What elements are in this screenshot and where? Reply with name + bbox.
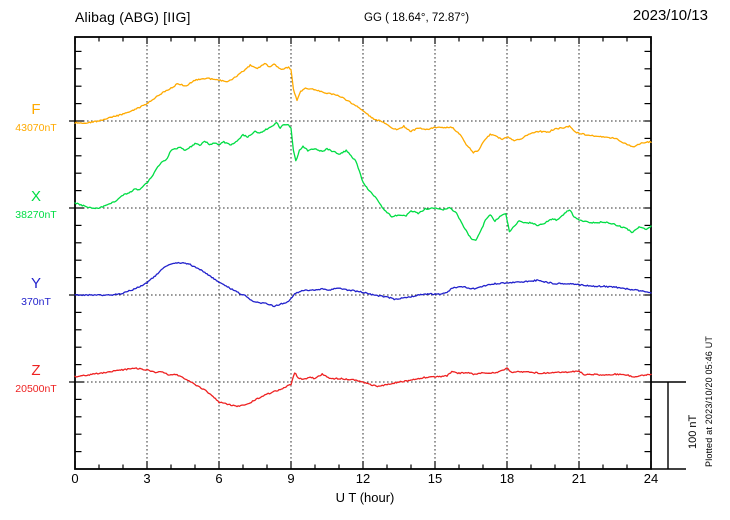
- plotted-at-note: Plotted at 2023/10/20 05:46 UT: [704, 335, 714, 467]
- x-tick-label-24: 24: [643, 471, 659, 486]
- channel-label-X: X 38270nT: [2, 189, 70, 221]
- station-title: Alibag (ABG) [IIG]: [75, 9, 191, 25]
- channel-label-F: F 43070nT: [2, 102, 70, 134]
- trace-Y: [74, 261, 652, 308]
- channel-symbol-F: F: [31, 101, 41, 118]
- x-tick-label-21: 21: [571, 471, 587, 486]
- geographic-coordinates: GG ( 18.64°, 72.87°): [364, 12, 470, 24]
- x-tick-label-18: 18: [499, 471, 515, 486]
- channel-baseline-X: 38270nT: [15, 209, 57, 221]
- plot-date: 2023/10/13: [632, 7, 708, 24]
- channel-symbol-Z: Z: [31, 362, 41, 379]
- x-tick-label-6: 6: [215, 471, 223, 486]
- x-axis-tick-labels: 0 3 6 9 12 15 18 21 24: [0, 471, 730, 487]
- x-tick-label-15: 15: [427, 471, 443, 486]
- trace-X: [74, 121, 652, 241]
- channel-symbol-X: X: [30, 188, 41, 205]
- x-tick-label-9: 9: [287, 471, 295, 486]
- channel-label-Z: Z 20500nT: [2, 363, 70, 395]
- channel-baseline-Y: 370nT: [21, 296, 51, 308]
- trace-F: [74, 62, 652, 154]
- x-tick-label-12: 12: [355, 471, 371, 486]
- channel-baseline-F: 43070nT: [15, 122, 57, 134]
- channel-label-Y: Y 370nT: [2, 276, 70, 308]
- channel-baseline-Z: 20500nT: [15, 383, 57, 395]
- x-tick-label-3: 3: [143, 471, 151, 486]
- x-axis-title: U T (hour): [335, 490, 395, 505]
- trace-Z: [74, 367, 652, 408]
- channel-symbol-Y: Y: [30, 275, 41, 292]
- scale-bar-label: 100 nT: [687, 414, 699, 449]
- x-tick-label-0: 0: [71, 471, 79, 486]
